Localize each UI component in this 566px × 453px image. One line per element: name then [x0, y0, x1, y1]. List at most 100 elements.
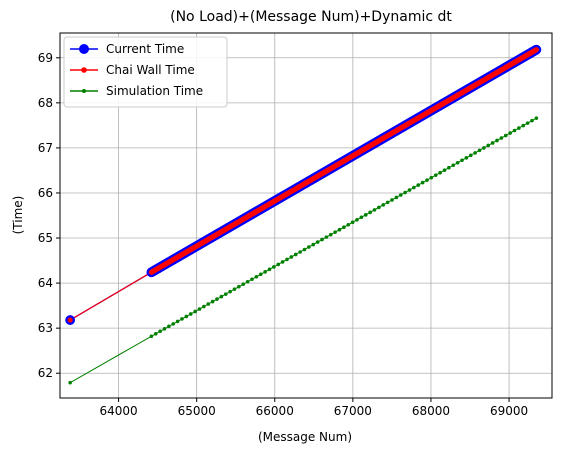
data-point — [359, 215, 364, 220]
data-point — [258, 272, 263, 277]
data-point — [468, 153, 473, 158]
data-point — [337, 227, 342, 232]
data-point — [250, 277, 254, 282]
data-point — [202, 304, 206, 309]
x-axis-label: (Message Num) — [258, 430, 352, 444]
data-point — [394, 195, 399, 200]
data-point — [215, 297, 219, 301]
data-point — [495, 138, 499, 143]
legend-marker — [81, 67, 87, 73]
data-point — [355, 217, 359, 222]
data-point — [232, 287, 237, 291]
data-point — [289, 255, 294, 259]
data-point — [407, 188, 412, 192]
data-point — [162, 327, 167, 331]
data-point — [368, 210, 372, 215]
data-point — [490, 141, 495, 145]
data-point — [206, 302, 211, 306]
data-point — [272, 265, 276, 269]
data-point — [534, 116, 539, 120]
y-tick-label: 62 — [38, 366, 53, 380]
data-point — [438, 170, 442, 175]
data-point — [451, 163, 456, 168]
data-point — [512, 128, 517, 133]
legend-marker — [82, 89, 86, 93]
y-tick-label: 65 — [38, 231, 53, 245]
data-point — [245, 279, 250, 284]
y-tick-label: 63 — [38, 321, 53, 335]
legend-box — [63, 36, 228, 108]
data-point — [477, 148, 482, 153]
data-point — [412, 185, 416, 190]
data-point — [381, 203, 386, 207]
data-point — [333, 230, 337, 234]
data-point — [180, 317, 184, 321]
data-point — [433, 173, 438, 177]
data-point — [254, 274, 259, 279]
data-point — [473, 151, 477, 155]
x-tick-label: 64000 — [99, 404, 137, 418]
data-point — [228, 289, 232, 294]
data-point — [324, 235, 329, 239]
data-point — [311, 242, 316, 247]
data-point — [153, 331, 158, 336]
data-point — [486, 143, 491, 148]
grid — [60, 33, 552, 398]
data-point — [167, 324, 171, 329]
data-point — [285, 257, 289, 262]
data-point — [390, 198, 394, 202]
data-point — [328, 232, 333, 237]
series-markers — [65, 44, 542, 385]
data-point — [350, 220, 355, 225]
data-point — [263, 270, 267, 274]
y-tick-label: 68 — [38, 96, 53, 110]
x-tick-label: 65000 — [178, 404, 216, 418]
y-tick-label: 67 — [38, 141, 53, 155]
data-point — [237, 284, 241, 289]
data-point — [298, 250, 302, 254]
data-point — [320, 237, 324, 242]
data-point — [447, 165, 451, 170]
data-point — [533, 47, 539, 53]
data-point — [429, 175, 434, 180]
series-markers-2 — [68, 116, 539, 385]
data-point — [276, 262, 281, 267]
y-axis-label: (Time) — [11, 196, 25, 235]
legend-label: Simulation Time — [106, 84, 203, 98]
data-point — [342, 225, 346, 230]
data-point — [223, 292, 228, 296]
legend-item: Current Time — [70, 42, 184, 56]
data-point — [442, 168, 447, 173]
x-axis-ticks: 64000 65000 66000 67000 68000 69000 — [99, 398, 528, 418]
legend-marker — [79, 44, 89, 54]
series-markers-1 — [67, 47, 539, 323]
data-point — [398, 193, 403, 197]
data-point — [403, 190, 407, 195]
data-point — [293, 252, 298, 257]
y-axis-ticks: 62 63 64 65 66 67 68 69 — [38, 51, 60, 380]
data-point — [482, 146, 486, 150]
data-point — [460, 158, 464, 163]
data-point — [363, 213, 368, 217]
data-point — [530, 118, 534, 123]
data-point — [241, 282, 246, 287]
data-point — [508, 131, 512, 135]
data-point — [377, 205, 381, 210]
data-point — [67, 317, 73, 323]
data-point — [517, 126, 521, 130]
data-point — [184, 314, 189, 319]
data-point — [420, 180, 425, 185]
data-point — [210, 299, 215, 304]
data-point — [68, 380, 72, 385]
y-tick-label: 66 — [38, 186, 53, 200]
y-tick-label: 69 — [38, 51, 53, 65]
data-point — [175, 319, 180, 324]
data-point — [307, 245, 311, 249]
data-point — [302, 247, 307, 252]
data-point — [197, 307, 202, 311]
data-point — [158, 329, 162, 334]
data-point — [385, 200, 390, 205]
data-point — [521, 123, 526, 128]
data-point — [503, 133, 508, 138]
